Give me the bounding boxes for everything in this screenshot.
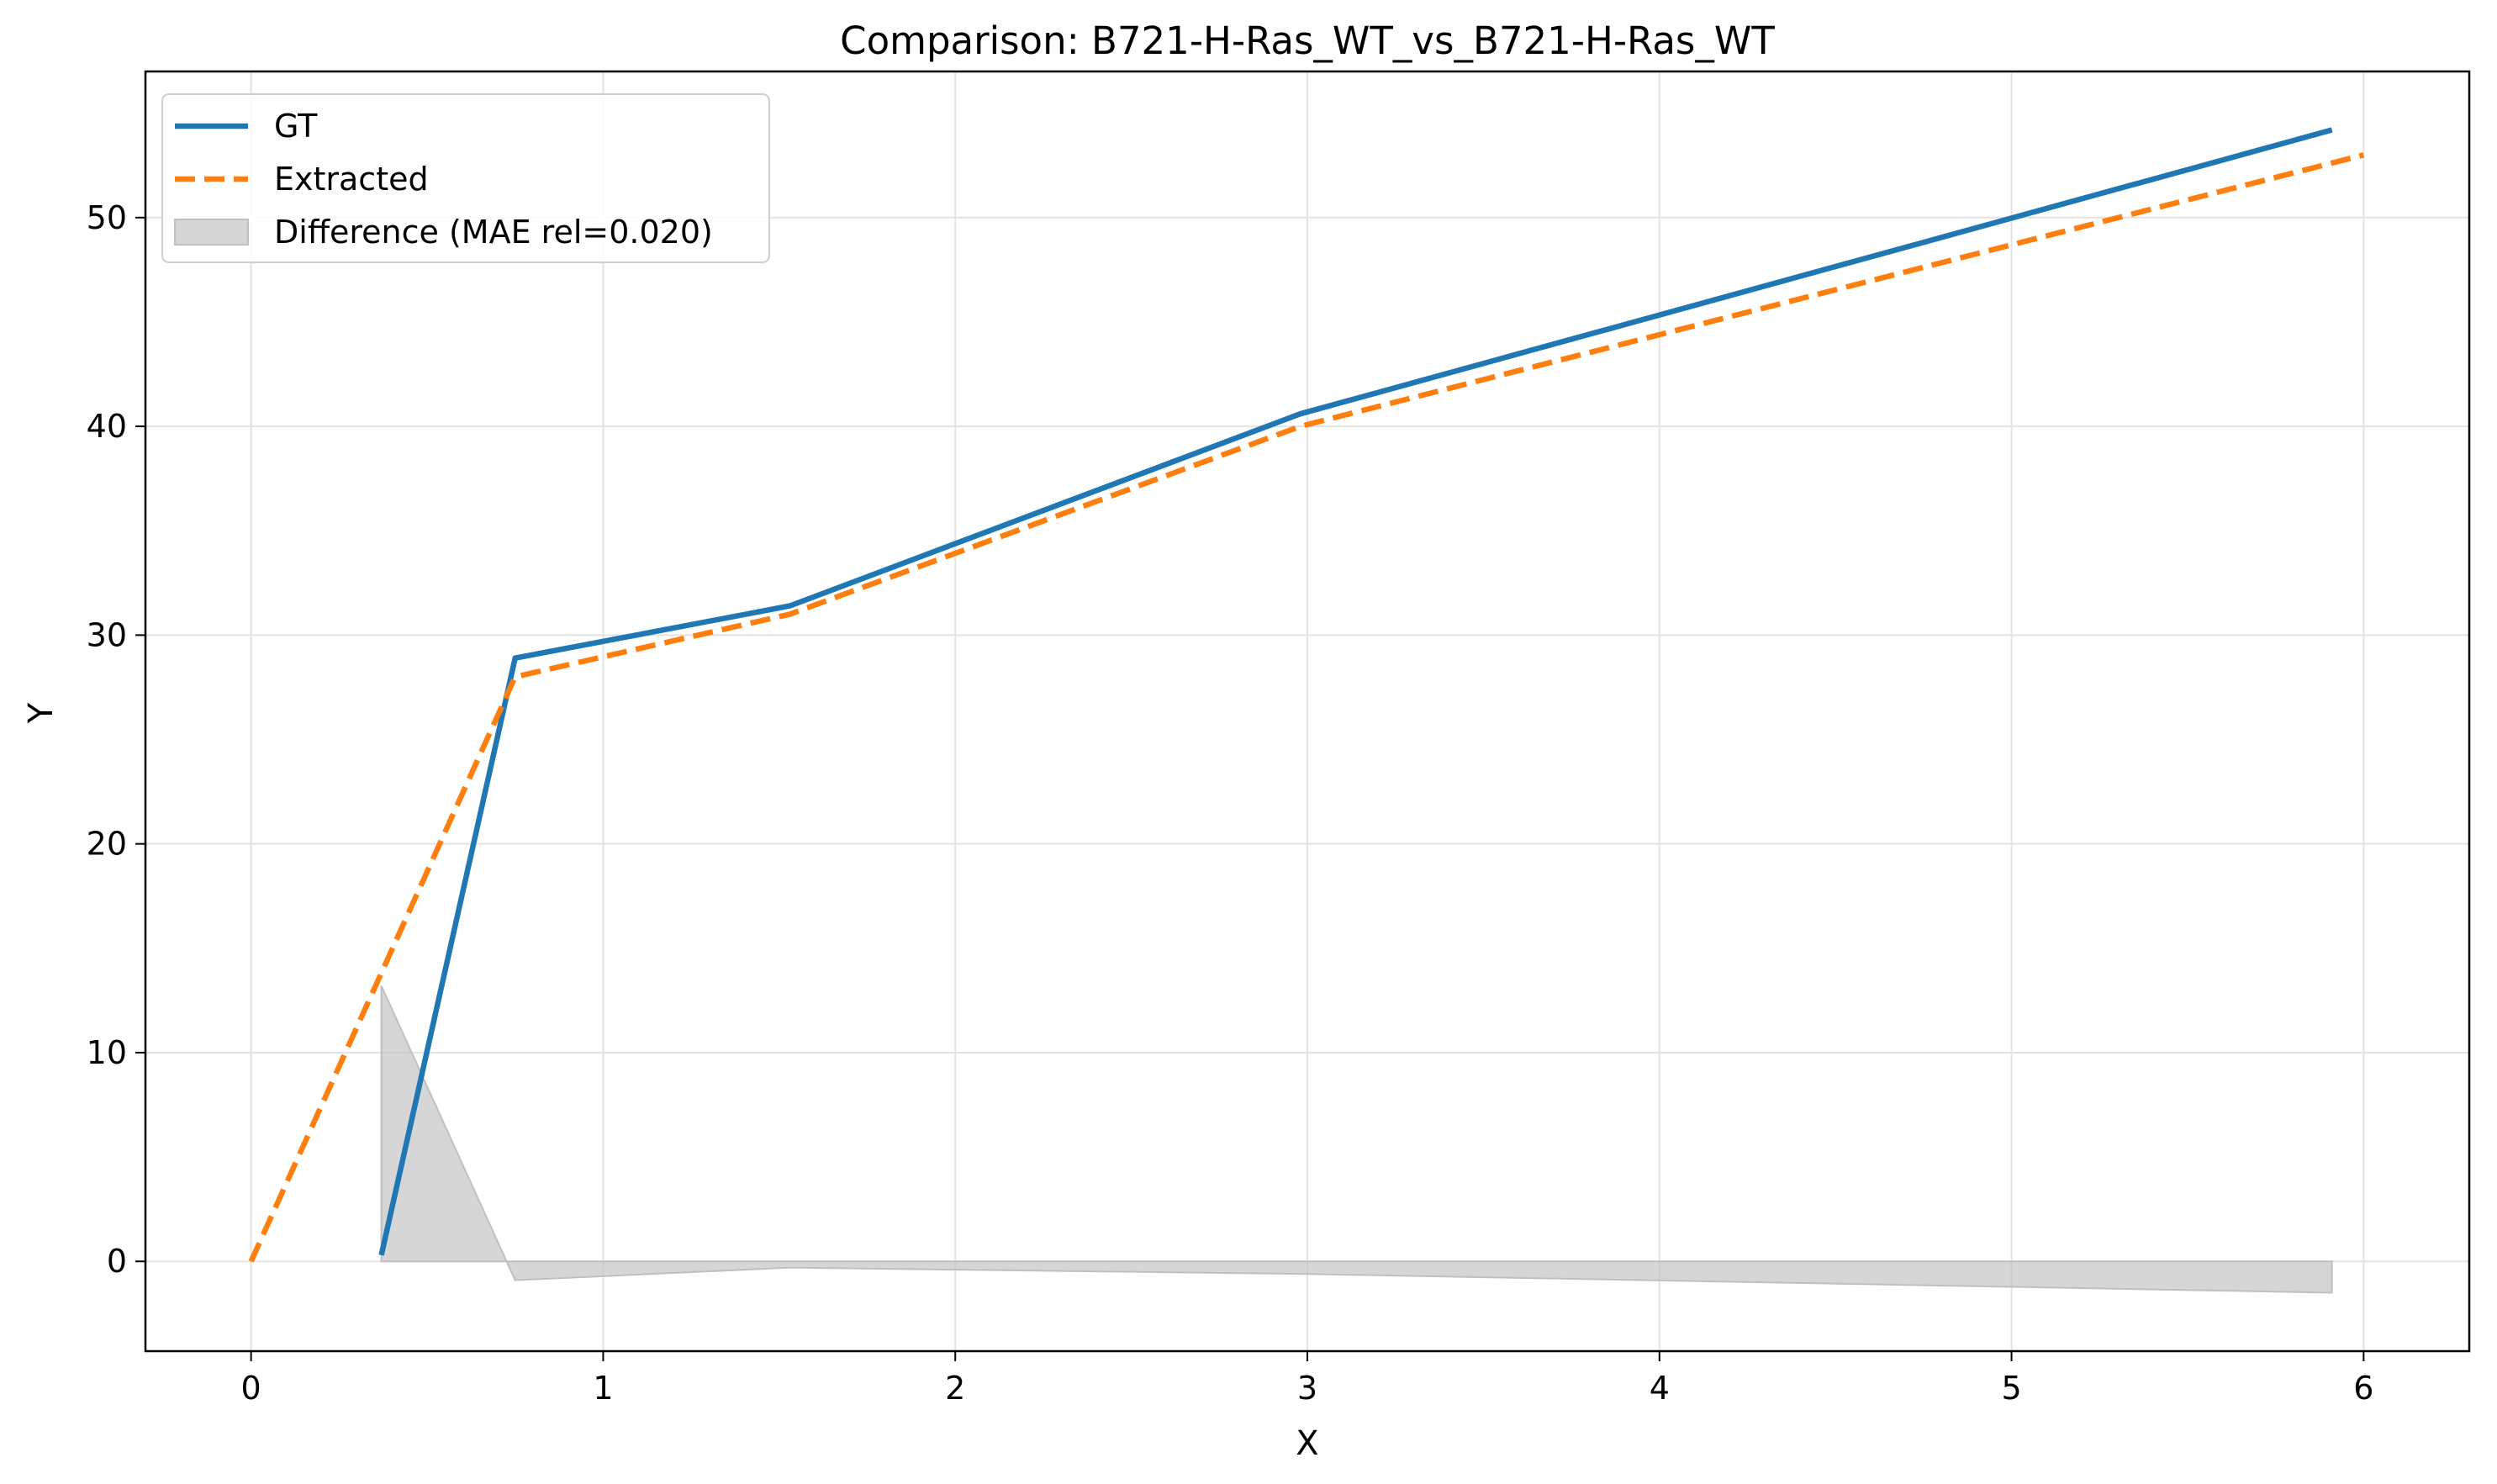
y-tick-label: 20 (87, 826, 127, 863)
legend-label: Extracted (274, 161, 429, 198)
legend-label: Difference (MAE rel=0.020) (274, 214, 713, 251)
legend: GT Extracted Difference (MAE rel=0.020) (161, 93, 770, 263)
y-axis-label: Y (22, 702, 61, 724)
difference-area (380, 985, 2333, 1294)
series-layer (248, 127, 2365, 1263)
x-tick-label: 1 (593, 1370, 613, 1407)
legend-swatch (174, 219, 249, 246)
y-tick-label: 10 (87, 1034, 127, 1071)
y-tick-label: 0 (107, 1243, 127, 1280)
series-line-gt (378, 127, 2333, 1256)
chart-title: Comparison: B721-H-Ras_WT_vs_B721-H-Ras_… (840, 18, 1775, 63)
x-tick-label: 0 (241, 1370, 261, 1407)
y-tick-label: 30 (87, 616, 127, 653)
x-axis-label: X (1296, 1424, 1318, 1463)
x-tick-label: 5 (2001, 1370, 2021, 1407)
series-line-extracted (248, 152, 2365, 1263)
legend-label: GT (274, 108, 318, 145)
difference-layer (380, 985, 2333, 1294)
ticks: 0 1 2 3 4 5 6 0 10 20 30 40 50 (87, 199, 2374, 1407)
legend-box (161, 93, 770, 263)
y-tick-label: 40 (87, 408, 127, 445)
x-tick-label: 2 (945, 1370, 965, 1407)
x-tick-label: 3 (1297, 1370, 1317, 1407)
x-tick-label: 4 (1650, 1370, 1670, 1407)
x-tick-label: 6 (2353, 1370, 2373, 1407)
y-tick-label: 50 (87, 199, 127, 236)
